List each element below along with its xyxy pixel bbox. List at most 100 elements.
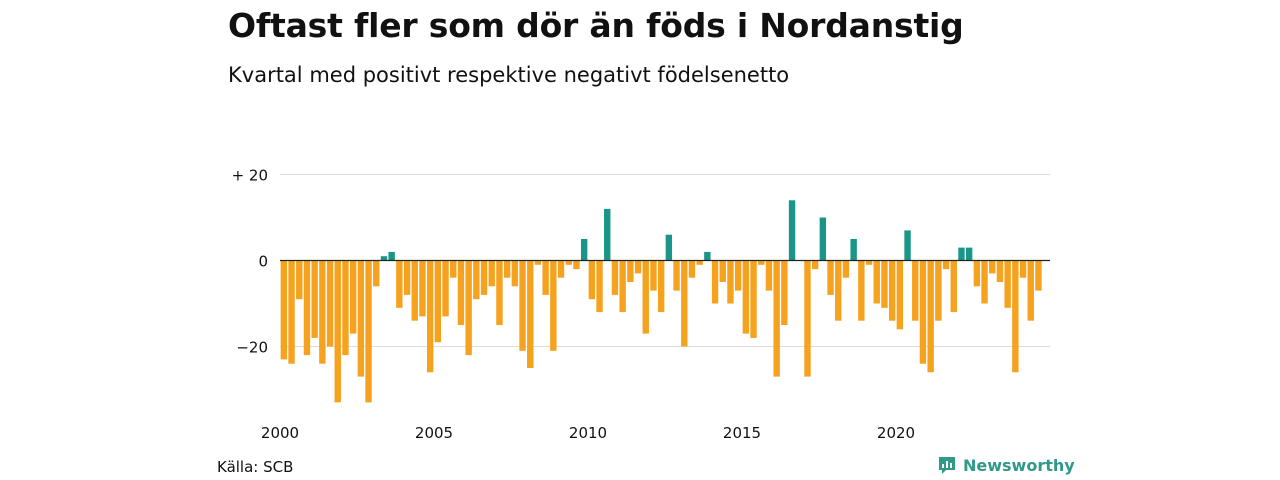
- bar: [611, 260, 619, 295]
- y-tick-label: + 20: [232, 167, 268, 185]
- bar: [311, 260, 318, 338]
- bar: [681, 260, 688, 347]
- bar: [357, 260, 365, 377]
- bar: [380, 256, 388, 261]
- chart-title: Oftast fler som dör än föds i Nordanstig: [228, 6, 964, 45]
- bar: [858, 260, 865, 321]
- bar: [627, 260, 634, 282]
- bar: [596, 260, 603, 313]
- bar: [696, 260, 703, 265]
- bar: [688, 260, 696, 278]
- bar: [588, 260, 596, 300]
- brand-logo: Newsworthy: [937, 455, 1075, 475]
- bar: [965, 247, 973, 261]
- x-tick-label: 2005: [415, 424, 453, 442]
- bar: [850, 239, 857, 261]
- bar: [1019, 260, 1027, 278]
- x-tick-label: 2000: [261, 424, 299, 442]
- bar: [419, 260, 426, 317]
- bar: [804, 260, 811, 377]
- bar: [288, 260, 295, 364]
- bar: [396, 260, 403, 308]
- bar: [657, 260, 665, 313]
- bar: [835, 260, 842, 321]
- bar: [981, 260, 988, 304]
- bar: [973, 260, 981, 287]
- chart-subtitle: Kvartal med positivt respektive negativt…: [228, 63, 790, 87]
- newsworthy-logo-icon: [939, 457, 955, 474]
- bar: [411, 260, 418, 321]
- bar: [811, 260, 819, 270]
- bar: [704, 251, 711, 261]
- bar: [888, 260, 896, 321]
- bar: [573, 260, 580, 270]
- bar: [604, 208, 611, 261]
- bar: [935, 260, 942, 321]
- bar: [334, 260, 341, 403]
- bar: [434, 260, 442, 343]
- bar: [727, 260, 734, 304]
- y-tick-label: −20: [236, 339, 268, 357]
- bar: [511, 260, 519, 287]
- bar: [750, 260, 757, 338]
- bar: [403, 260, 411, 295]
- bar: [734, 260, 742, 291]
- bar: [388, 251, 395, 261]
- bar: [711, 260, 719, 304]
- bars: [280, 200, 1042, 403]
- bar: [1027, 260, 1034, 321]
- bar: [326, 260, 334, 347]
- bar: [634, 260, 642, 274]
- bar: [619, 260, 626, 313]
- bar: [1012, 260, 1019, 373]
- bar: [373, 260, 380, 287]
- bar: [319, 260, 326, 364]
- bar: [550, 260, 557, 351]
- bar: [527, 260, 534, 368]
- bar: [503, 260, 511, 278]
- bar: [765, 260, 773, 291]
- bar: [673, 260, 680, 291]
- x-tick-label: 2015: [723, 424, 761, 442]
- source-note: Källa: SCB: [217, 458, 294, 476]
- bar: [819, 217, 827, 261]
- bar: [488, 260, 495, 287]
- bar: [442, 260, 449, 317]
- x-tick-label: 2020: [877, 424, 915, 442]
- bar: [534, 260, 542, 265]
- bar: [842, 260, 850, 278]
- bar: [496, 260, 503, 325]
- bar: [580, 239, 588, 261]
- bar: [642, 260, 649, 334]
- y-tick-label: 0: [258, 253, 268, 271]
- bar: [912, 260, 919, 321]
- bar: [426, 260, 434, 373]
- bar: [865, 260, 873, 265]
- brand-name: Newsworthy: [963, 455, 1075, 475]
- bar: [480, 260, 488, 295]
- bar: [896, 260, 904, 330]
- bar: [873, 260, 880, 304]
- bar: [1004, 260, 1011, 308]
- bar: [919, 260, 927, 364]
- x-tick-label: 2010: [569, 424, 607, 442]
- bar: [542, 260, 549, 295]
- y-axis: + 20 0 −20: [232, 167, 1050, 357]
- bar: [303, 260, 311, 356]
- bar: [296, 260, 303, 300]
- bar: [881, 260, 888, 308]
- bar: [557, 260, 565, 278]
- bar: [788, 200, 796, 261]
- bar: [996, 260, 1004, 282]
- bar: [773, 260, 780, 377]
- bar: [927, 260, 934, 373]
- x-axis: 2000 2005 2010 2015 2020: [261, 424, 915, 442]
- bar: [827, 260, 834, 295]
- bar: [473, 260, 480, 300]
- bar: [989, 260, 996, 274]
- bar: [457, 260, 465, 325]
- bar: [904, 230, 911, 261]
- bar-chart: + 20 0 −20 2000 2005 2010 2015 2020: [232, 167, 1050, 442]
- bar: [665, 234, 673, 261]
- bar: [758, 260, 765, 265]
